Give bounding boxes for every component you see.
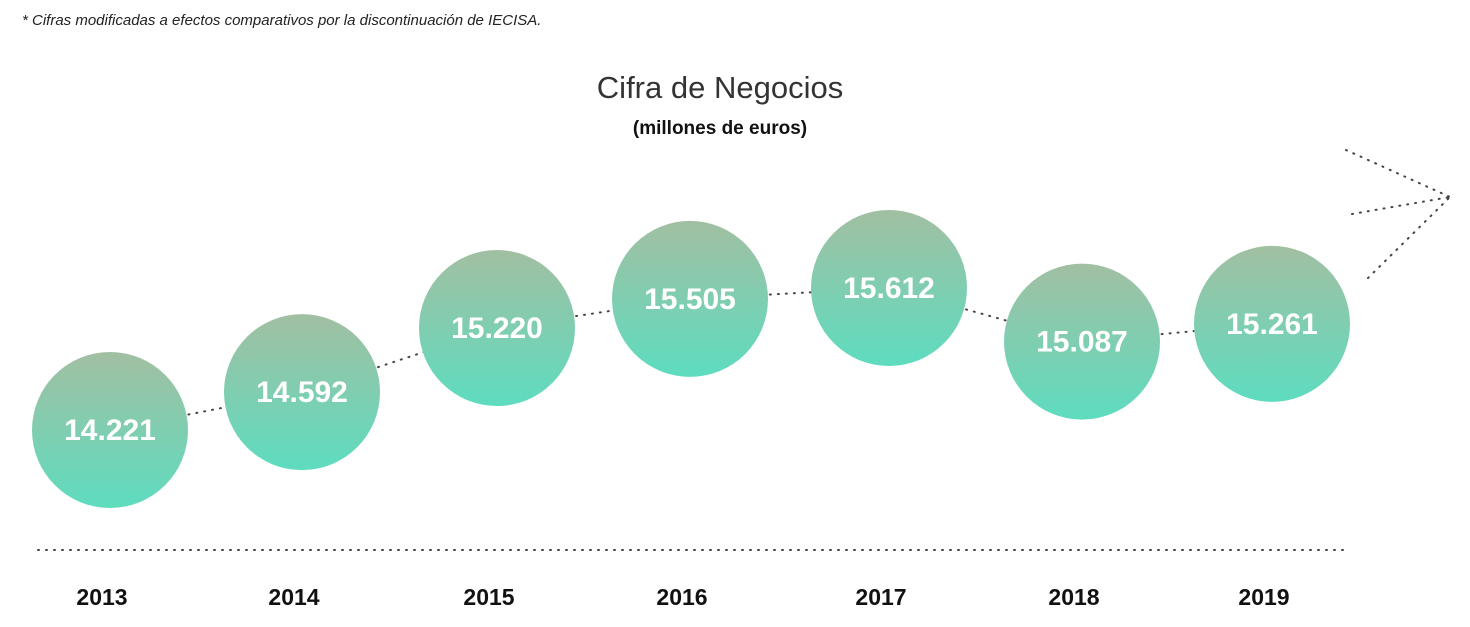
bubble-2017: 15.612: [811, 210, 967, 366]
value-label-2013: 14.221: [64, 414, 156, 447]
bubble-circle-2018: [1004, 263, 1160, 420]
bubble-circle-2016: [612, 220, 768, 377]
chart-subtitle: (millones de euros): [632, 118, 808, 139]
bubble-2018: 15.087: [1004, 263, 1160, 420]
year-label-2018: 2018: [1048, 584, 1099, 610]
year-label-2013: 2013: [76, 584, 127, 610]
year-label-2016: 2016: [656, 584, 707, 610]
chart-title: Cifra de Negocios: [596, 70, 844, 105]
bubble-circle-2019: [1194, 245, 1350, 402]
bubble-circle-2013: [32, 352, 188, 508]
value-label-2015: 15.220: [451, 312, 543, 345]
year-label-2019: 2019: [1238, 584, 1289, 610]
arrow-stroke-3: [1367, 196, 1451, 279]
arrow-stroke-1: [1345, 149, 1451, 198]
value-label-2014: 14.592: [256, 376, 348, 409]
bubble-circle-2015: [419, 250, 575, 407]
bubbles: 14.221 14.592 15.220 15.505 15.612 15.087 15.2…: [32, 210, 1350, 508]
bubble-2014: 14.592: [224, 314, 380, 471]
trend-arrow-icon: [1345, 149, 1451, 279]
footnote: * Cifras modificadas a efectos comparati…: [22, 12, 542, 29]
year-labels: 2013 2014 2015 2016 2017 2018 2019: [76, 584, 1289, 610]
year-label-2015: 2015: [463, 584, 514, 610]
bubble-2019: 15.261: [1194, 245, 1350, 402]
value-label-2019: 15.261: [1226, 308, 1318, 341]
year-label-2014: 2014: [268, 584, 319, 610]
value-label-2018: 15.087: [1036, 326, 1128, 359]
arrow-stroke-2: [1351, 196, 1451, 215]
bubble-2016: 15.505: [612, 220, 768, 377]
bubble-2013: 14.221: [32, 352, 188, 508]
value-label-2016: 15.505: [644, 283, 736, 316]
value-label-2017: 15.612: [843, 272, 935, 305]
bubble-circle-2014: [224, 314, 380, 471]
bubble-2015: 15.220: [419, 250, 575, 407]
bubble-circle-2017: [811, 210, 967, 366]
year-label-2017: 2017: [855, 584, 906, 610]
